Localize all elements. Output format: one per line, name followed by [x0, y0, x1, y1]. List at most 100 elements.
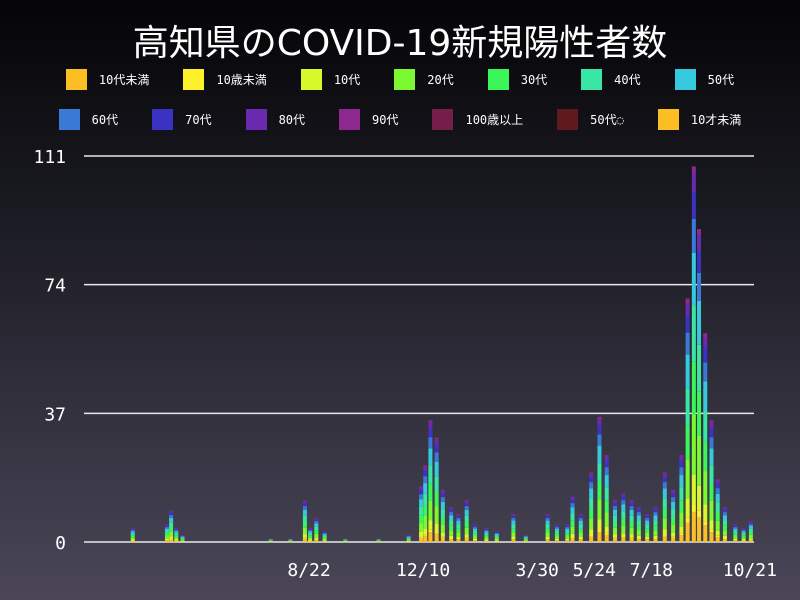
- bar-segment: [741, 528, 746, 530]
- bar-segment: [748, 539, 753, 541]
- bar-segment: [589, 498, 594, 509]
- bar-segment: [449, 538, 454, 540]
- bar-segment: [308, 528, 313, 530]
- bar-segment: [697, 344, 702, 392]
- bar-segment: [565, 527, 570, 529]
- legend-label: 100歳以上: [465, 113, 524, 127]
- bar-segment: [741, 539, 746, 541]
- bar-segment: [288, 541, 293, 542]
- bar-segment: [733, 528, 738, 532]
- bar-segment: [733, 524, 738, 526]
- bar-segment: [523, 535, 528, 536]
- bar-segment: [722, 539, 727, 542]
- bar-segment: [554, 538, 559, 541]
- x-tick-label: 5/24: [573, 560, 616, 581]
- legend-label: 80代: [278, 113, 306, 127]
- bar-segment: [288, 539, 293, 540]
- bar-segment: [597, 425, 602, 435]
- bar-segment: [741, 531, 746, 534]
- bar-segment: [268, 538, 273, 540]
- bar-segment: [597, 499, 602, 520]
- bar-segment: [376, 541, 381, 542]
- bar-segment: [691, 414, 696, 475]
- bar-segment: [597, 434, 602, 446]
- legend-swatch: [432, 109, 454, 130]
- bar-segment: [685, 388, 690, 426]
- bar-segment: [733, 536, 738, 539]
- bar-segment: [645, 536, 650, 540]
- bar-segment: [130, 540, 135, 542]
- bar-segment: [308, 535, 313, 538]
- bar-segment: [314, 526, 319, 531]
- bar-segment: [621, 504, 626, 512]
- bar-segment: [589, 477, 594, 483]
- bar-segment: [709, 428, 714, 438]
- legend-swatch: [65, 69, 87, 90]
- bar-segment: [565, 540, 570, 542]
- bar-segment: [322, 535, 327, 537]
- bar-segment: [174, 528, 179, 529]
- bar-segment: [174, 540, 179, 542]
- bar-segment: [473, 528, 478, 532]
- bar-segment: [685, 459, 690, 499]
- bar-segment: [464, 506, 469, 510]
- bar-segment: [419, 487, 424, 491]
- bar-segment: [709, 437, 714, 449]
- legend-swatch: [245, 109, 267, 130]
- bar-segment: [484, 537, 489, 540]
- bar-segment: [613, 537, 618, 539]
- bar-segment: [748, 525, 753, 529]
- bar-segment: [715, 493, 720, 503]
- bar-segment: [456, 516, 461, 519]
- bar-segment: [679, 455, 684, 457]
- bar-segment: [473, 524, 478, 526]
- bar-segment: [406, 539, 411, 541]
- bar-segment: [428, 532, 433, 542]
- bar-segment: [691, 192, 696, 220]
- bar-segment: [722, 520, 727, 526]
- bar-segment: [308, 537, 313, 540]
- bar-segment: [715, 479, 720, 481]
- bar-segment: [722, 512, 727, 516]
- bar-segment: [578, 516, 583, 519]
- bar-segment: [308, 539, 313, 541]
- legend-item: 30代: [487, 69, 547, 90]
- bar-segment: [484, 528, 489, 529]
- bar-segment: [511, 518, 516, 521]
- bar-segment: [268, 539, 273, 541]
- bar-segment: [343, 540, 348, 541]
- bar-segment: [554, 524, 559, 526]
- bar-segment: [169, 511, 174, 513]
- bar-segment: [406, 535, 411, 537]
- bar-segment: [406, 536, 411, 537]
- bar-segment: [697, 250, 702, 273]
- bar-segment: [423, 467, 428, 471]
- bar-segment: [554, 527, 559, 529]
- bar-segment: [322, 531, 327, 533]
- bar-segment: [748, 534, 753, 539]
- bar-segment: [709, 420, 714, 423]
- bar-segment: [511, 539, 516, 540]
- bar-segment: [314, 521, 319, 524]
- bar-segment: [679, 487, 684, 501]
- bar-segment: [484, 540, 489, 542]
- bar-segment: [570, 526, 575, 534]
- bar-segment: [629, 509, 634, 516]
- bar-segment: [180, 536, 185, 538]
- bar-segment: [174, 540, 179, 542]
- bar-segment: [570, 513, 575, 521]
- bar-segment: [449, 535, 454, 539]
- bar-segment: [636, 509, 641, 513]
- bar-segment: [733, 540, 738, 542]
- bar-segment: [597, 445, 602, 464]
- bar-segment: [653, 539, 658, 542]
- bar-segment: [164, 540, 169, 542]
- bar-segment: [554, 540, 559, 542]
- bar-segment: [314, 518, 319, 520]
- y-tick-label: 37: [44, 404, 66, 425]
- bar-segment: [511, 539, 516, 542]
- bar-segment: [434, 452, 439, 462]
- bar-segment: [709, 422, 714, 429]
- bar-segment: [703, 471, 708, 505]
- bar-segment: [545, 516, 550, 519]
